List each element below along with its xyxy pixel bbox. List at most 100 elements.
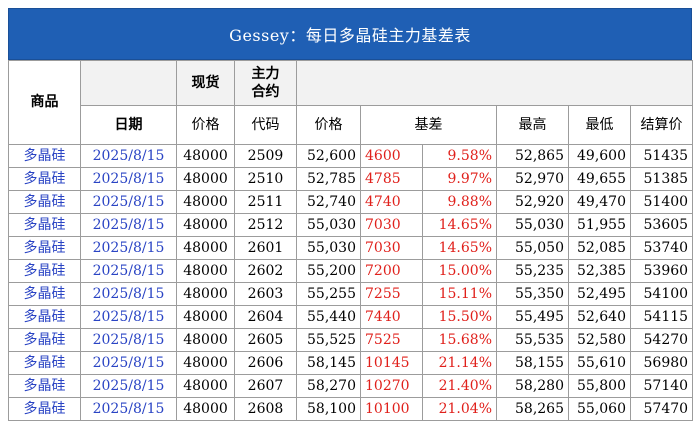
date-cell: 2025/8/15: [80, 351, 177, 375]
settle-cell: 51435: [629, 144, 694, 168]
table-row: 多晶硅 2025/8/15 48000 2603 55,255 7255 15.11% 55,…: [8, 282, 694, 306]
header-price: 价格: [296, 105, 361, 145]
basis-pct-cell: 9.97%: [422, 167, 497, 191]
table-row: 多晶硅 2025/8/15 48000 2606 58,145 10145 21.14% 58…: [8, 351, 694, 375]
contract-price-cell: 58,145: [296, 351, 361, 375]
contract-code-cell: 2510: [234, 167, 297, 191]
product-cell: 多晶硅: [8, 144, 81, 168]
basis-pct-cell: 15.00%: [422, 259, 497, 283]
header-code: 代码: [234, 105, 297, 145]
header-blank-contract-top: [295, 60, 694, 106]
contract-code-cell: 2509: [234, 144, 297, 168]
product-cell: 多晶硅: [8, 351, 81, 375]
high-cell: 55,030: [496, 213, 569, 237]
contract-price-cell: 55,255: [296, 282, 361, 306]
product-cell: 多晶硅: [8, 259, 81, 283]
spot-price-cell: 48000: [176, 397, 235, 421]
basis-cell: 4600: [360, 144, 423, 168]
spot-price-cell: 48000: [176, 351, 235, 375]
contract-price-cell: 58,100: [296, 397, 361, 421]
basis-cell: 7030: [360, 213, 423, 237]
contract-code-cell: 2601: [234, 236, 297, 260]
date-cell: 2025/8/15: [80, 167, 177, 191]
date-cell: 2025/8/15: [80, 374, 177, 398]
basis-cell: 7255: [360, 282, 423, 306]
header-spot: 现货: [176, 60, 235, 106]
table-row: 多晶硅 2025/8/15 48000 2604 55,440 7440 15.50% 55,…: [8, 305, 694, 329]
contract-price-cell: 55,030: [296, 213, 361, 237]
high-cell: 58,155: [496, 351, 569, 375]
contract-code-cell: 2603: [234, 282, 297, 306]
table-row: 多晶硅 2025/8/15 48000 2607 58,270 10270 21.40% 58…: [8, 374, 694, 398]
low-cell: 52,495: [568, 282, 631, 306]
header-settle: 结算价: [629, 105, 694, 145]
basis-pct-cell: 9.58%: [422, 144, 497, 168]
product-cell: 多晶硅: [8, 213, 81, 237]
basis-pct-cell: 21.14%: [422, 351, 497, 375]
table-row: 多晶硅 2025/8/15 48000 2602 55,200 7200 15.00% 55,…: [8, 259, 694, 283]
settle-cell: 57470: [629, 397, 694, 421]
date-cell: 2025/8/15: [80, 259, 177, 283]
header-date: 日期: [80, 105, 177, 145]
date-cell: 2025/8/15: [80, 328, 177, 352]
low-cell: 55,800: [568, 374, 631, 398]
high-cell: 52,970: [496, 167, 569, 191]
settle-cell: 53740: [629, 236, 694, 260]
header-basis: 基差: [360, 105, 497, 145]
settle-cell: 51400: [629, 190, 694, 214]
basis-cell: 7030: [360, 236, 423, 260]
product-cell: 多晶硅: [8, 167, 81, 191]
spot-price-cell: 48000: [176, 236, 235, 260]
spot-price-cell: 48000: [176, 259, 235, 283]
low-cell: 52,385: [568, 259, 631, 283]
low-cell: 55,060: [568, 397, 631, 421]
settle-cell: 54270: [629, 328, 694, 352]
contract-code-cell: 2511: [234, 190, 297, 214]
product-cell: 多晶硅: [8, 282, 81, 306]
table-row: 多晶硅 2025/8/15 48000 2510 52,785 4785 9.97% 52,9…: [8, 167, 694, 191]
low-cell: 55,610: [568, 351, 631, 375]
low-cell: 52,640: [568, 305, 631, 329]
table-title: Gessey：每日多晶硅主力基差表: [8, 8, 692, 60]
contract-code-cell: 2608: [234, 397, 297, 421]
basis-table: 商品 现货 主力 合约 日期 价格 代码 价格 基差 最高 最低 结算价 多晶硅 2…: [8, 60, 694, 421]
settle-cell: 54115: [629, 305, 694, 329]
basis-cell: 10270: [360, 374, 423, 398]
basis-cell: 10145: [360, 351, 423, 375]
spot-price-cell: 48000: [176, 282, 235, 306]
contract-price-cell: 55,030: [296, 236, 361, 260]
contract-price-cell: 52,600: [296, 144, 361, 168]
date-cell: 2025/8/15: [80, 397, 177, 421]
contract-code-cell: 2605: [234, 328, 297, 352]
header-low: 最低: [568, 105, 631, 145]
spot-price-cell: 48000: [176, 213, 235, 237]
contract-price-cell: 52,740: [296, 190, 361, 214]
settle-cell: 53605: [629, 213, 694, 237]
contract-price-cell: 58,270: [296, 374, 361, 398]
contract-code-cell: 2606: [234, 351, 297, 375]
spot-price-cell: 48000: [176, 144, 235, 168]
product-cell: 多晶硅: [8, 305, 81, 329]
basis-pct-cell: 14.65%: [422, 236, 497, 260]
basis-cell: 7525: [360, 328, 423, 352]
date-cell: 2025/8/15: [80, 213, 177, 237]
basis-pct-cell: 14.65%: [422, 213, 497, 237]
table-row: 多晶硅 2025/8/15 48000 2511 52,740 4740 9.88% 52,9…: [8, 190, 694, 214]
low-cell: 49,470: [568, 190, 631, 214]
high-cell: 55,535: [496, 328, 569, 352]
basis-cell: 10100: [360, 397, 423, 421]
high-cell: 52,865: [496, 144, 569, 168]
basis-pct-cell: 21.40%: [422, 374, 497, 398]
basis-cell: 7200: [360, 259, 423, 283]
basis-pct-cell: 21.04%: [422, 397, 497, 421]
table-row: 多晶硅 2025/8/15 48000 2608 58,100 10100 21.04% 58…: [8, 397, 694, 421]
contract-code-cell: 2512: [234, 213, 297, 237]
header-high: 最高: [496, 105, 569, 145]
product-cell: 多晶硅: [8, 328, 81, 352]
table-row: 多晶硅 2025/8/15 48000 2605 55,525 7525 15.68% 55,…: [8, 328, 694, 352]
contract-price-cell: 55,525: [296, 328, 361, 352]
contract-code-cell: 2607: [234, 374, 297, 398]
low-cell: 49,655: [568, 167, 631, 191]
low-cell: 52,580: [568, 328, 631, 352]
settle-cell: 56980: [629, 351, 694, 375]
